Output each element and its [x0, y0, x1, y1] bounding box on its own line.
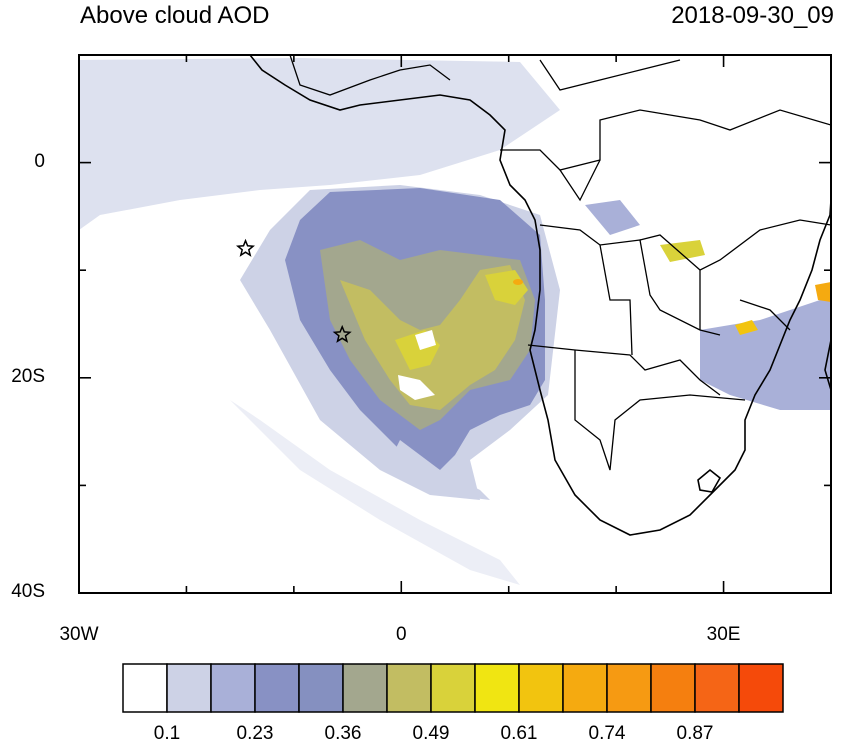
- colorbar-level-label: 0.23: [236, 723, 274, 744]
- colorbar-level-label: 0.36: [324, 723, 362, 744]
- africa-coastline: [249, 55, 831, 536]
- colorbar: [122, 663, 784, 713]
- aod-central-africa: [585, 200, 640, 235]
- aod-south-trail: [390, 440, 490, 500]
- aod-orange-spot: [513, 279, 523, 285]
- marker-layer: [235, 238, 352, 343]
- madagascar-coastline: [824, 339, 831, 391]
- colorbar-cell: [650, 663, 696, 713]
- aod-continent-east-orange: [735, 320, 758, 335]
- lat-tick-label: 0: [34, 150, 45, 172]
- star-marker-west: [235, 238, 256, 257]
- aod-south-streak: [230, 400, 520, 585]
- aod-gap-2: [398, 375, 435, 400]
- colorbar-cell: [254, 663, 300, 713]
- aod-gap-1: [415, 330, 436, 350]
- colorbar-cell: [738, 663, 784, 713]
- colorbar-cell: [474, 663, 520, 713]
- colorbar-cell: [562, 663, 608, 713]
- colorbar-cell: [518, 663, 564, 713]
- aod-field: [79, 58, 831, 585]
- aod-continent-east: [700, 300, 831, 410]
- tick-layer: [78, 54, 832, 594]
- border-7: [559, 159, 601, 202]
- aod-low-north: [79, 58, 560, 230]
- border-9: [739, 299, 791, 331]
- lat-tick-label: 20S: [11, 365, 45, 387]
- colorbar-cell: [122, 663, 168, 713]
- border-5: [599, 244, 633, 356]
- lon-tick-label: 30E: [706, 624, 741, 645]
- coastlines: [249, 55, 831, 536]
- border-3: [527, 344, 721, 396]
- lat-tick-label: 40S: [11, 581, 45, 602]
- colorbar-cell: [694, 663, 740, 713]
- border-11: [539, 59, 681, 91]
- country-borders: [289, 55, 831, 471]
- colorbar-cell: [430, 663, 476, 713]
- map-title: Above cloud AOD: [80, 2, 270, 29]
- colorbar-cell: [342, 663, 388, 713]
- colorbar-cell: [210, 663, 256, 713]
- aod-bright-yellow-2: [485, 270, 528, 305]
- colorbar-cell: [298, 663, 344, 713]
- aod-continent-east-orange-2: [815, 282, 831, 302]
- border-2: [539, 224, 721, 336]
- colorbar-cell: [606, 663, 652, 713]
- lon-tick-label: 30W: [59, 624, 99, 645]
- colorbar-cell: [166, 663, 212, 713]
- lesotho-outline: [697, 468, 722, 493]
- map-timestamp: 2018-09-30_09: [671, 2, 834, 29]
- border-10: [289, 55, 451, 96]
- colorbar-level-label: 0.49: [412, 723, 450, 744]
- colorbar-level-label: 0.61: [500, 723, 538, 744]
- plot-frame: [78, 54, 832, 594]
- colorbar-level-label: 0.74: [588, 723, 626, 744]
- colorbar-level-label: 0.87: [676, 723, 714, 744]
- aod-central-yellow: [660, 240, 705, 262]
- border-4: [574, 350, 746, 471]
- border-1: [500, 109, 831, 171]
- colorbar-level-label: 0.1: [153, 723, 181, 744]
- border-8: [639, 234, 701, 271]
- border-6: [699, 219, 831, 330]
- star-marker-east: [332, 324, 352, 343]
- lon-tick-label: 0: [395, 624, 407, 645]
- colorbar-cell: [386, 663, 432, 713]
